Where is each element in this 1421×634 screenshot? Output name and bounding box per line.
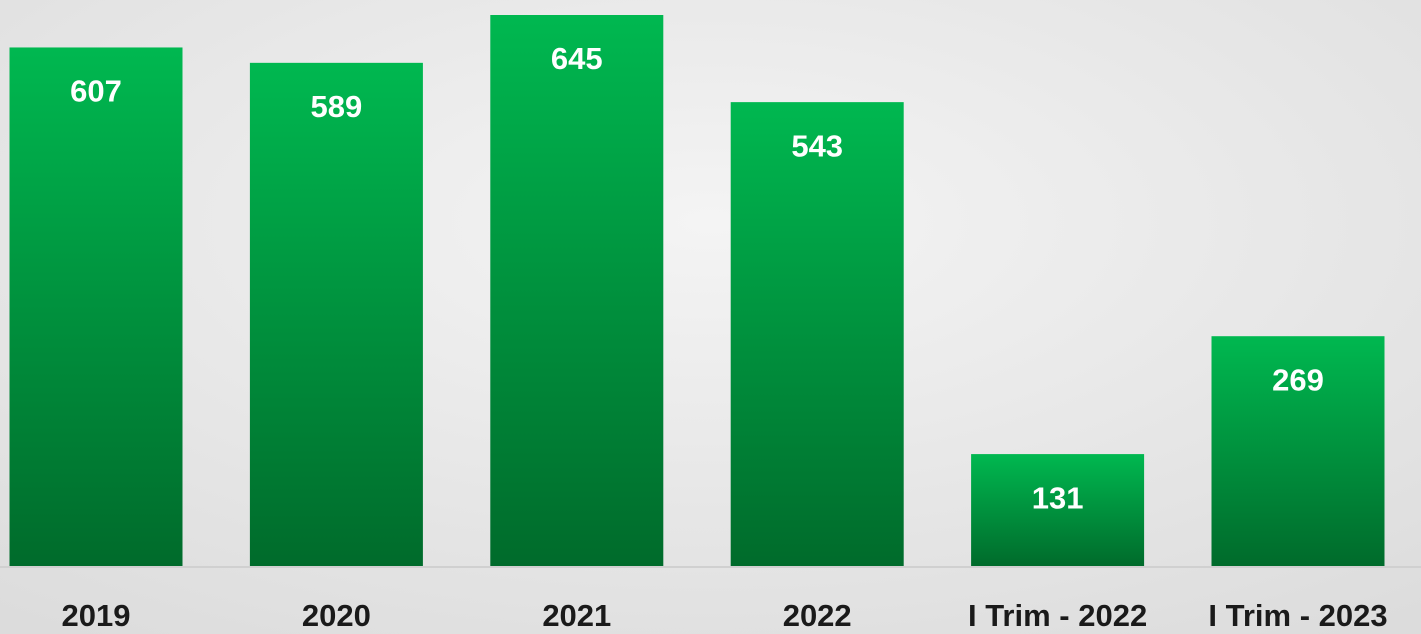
bar [1211, 336, 1385, 566]
data-label: 645 [551, 41, 603, 76]
x-tick-label: 2020 [302, 598, 371, 633]
x-tick-label: I Trim - 2023 [1208, 598, 1387, 633]
x-tick-label: 2021 [542, 598, 611, 633]
data-label: 269 [1272, 362, 1324, 397]
data-label: 589 [311, 89, 363, 124]
bar [9, 47, 183, 566]
bar [730, 102, 904, 566]
bar [249, 62, 423, 567]
bar [971, 454, 1145, 566]
x-tick-label: 2022 [783, 598, 852, 633]
x-tick-label: I Trim - 2022 [968, 598, 1147, 633]
data-label: 543 [791, 128, 843, 163]
x-tick-label: 2019 [62, 598, 131, 633]
data-label: 607 [70, 74, 122, 109]
data-label: 131 [1032, 480, 1084, 515]
bar [490, 15, 664, 566]
